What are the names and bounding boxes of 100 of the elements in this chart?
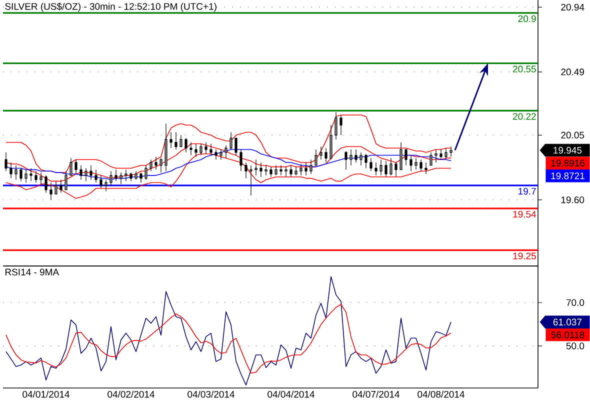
ref-line-label: 19.7 [518,188,536,195]
candlestick [200,143,202,156]
x-tick-label: 04/01/2014 [22,390,70,398]
text: 19.8916 [551,160,584,166]
x-tick-label: 04/08/2014 [418,390,464,398]
candlestick [304,162,308,176]
candlestick [270,166,272,178]
candlestick [404,149,408,166]
candlestick [344,150,348,170]
candlestick [150,159,152,172]
candlestick [260,162,262,178]
candlestick [434,149,438,163]
candlestick [44,175,48,193]
candlestick [24,169,28,183]
candlestick [50,182,52,200]
text: 19.945 [554,146,582,154]
candlestick [164,123,168,172]
candlestick [210,143,212,156]
candlestick [280,165,282,176]
candlestick [94,169,98,183]
candlestick [54,180,58,194]
ref-line-label: 20.55 [513,66,536,72]
candlestick [74,159,78,174]
candlestick [184,138,188,153]
candlestick [300,164,302,176]
x-tick-label: 04/04/2014 [268,390,314,398]
candlestick [244,162,248,179]
candlestick [290,165,292,178]
candlestick [384,160,388,178]
candlestick [40,172,42,184]
candlestick [240,149,242,172]
candlestick [310,159,312,174]
candlestick [324,148,328,163]
candlestick [400,142,402,170]
candlestick [120,172,122,184]
candlestick [220,149,222,160]
candlestick [34,170,38,183]
candlestick [30,168,32,182]
y-tick-label: 20.05 [561,132,584,139]
candlestick [360,152,362,166]
candlestick [20,168,22,182]
candlestick [250,165,252,196]
ref-line-label: 20.22 [513,113,536,120]
x-tick-label: 04/02/2014 [108,390,154,398]
candlestick [204,142,208,154]
candlestick [450,146,452,158]
candlestick [354,149,358,163]
candlestick [364,154,368,169]
candlestick [90,165,92,180]
candlestick [380,159,382,176]
candlestick [424,162,428,174]
candlestick [64,170,68,190]
candlestick [170,132,172,148]
candlestick [334,112,338,140]
candlestick [320,146,322,160]
candlestick [350,149,352,166]
x-tick-label: 04/07/2014 [352,390,400,398]
candlestick [124,169,128,182]
y-tick-label: 19.60 [561,196,584,204]
candlestick [180,134,182,147]
text: 19.8721 [551,172,584,180]
candlestick [4,152,8,172]
candlestick [234,138,238,156]
candlestick [14,165,18,180]
candlestick [440,149,442,160]
candlestick [274,165,278,176]
y-tick-label: 20.49 [561,68,584,76]
candlestick [414,158,418,170]
candlestick [254,159,258,176]
candlestick [430,152,432,166]
candlestick [10,162,12,179]
candlestick [114,169,118,182]
ref-line-label: 19.54 [513,210,536,218]
candlestick [190,142,192,156]
chart-title: SILVER (US$/OZ) - 30min - 12:52:10 PM (UTC+1) [5,2,216,12]
candlestick [80,165,82,180]
candlestick [194,143,198,158]
chart-title: RSI14 - 9MA [5,268,60,276]
ref-line-label: 20.9 [518,15,536,22]
line-series [6,276,452,386]
candlestick [100,175,102,189]
candlestick [444,148,448,160]
candlestick [110,170,112,186]
candlestick [374,162,378,176]
candlestick [370,158,372,172]
candlestick [174,132,178,150]
candlestick [264,165,268,176]
candlestick [394,162,398,178]
candlestick [284,166,288,178]
candlestick [214,149,218,160]
candlestick [330,124,332,160]
candlestick [130,172,132,182]
candlestick [134,170,138,180]
candlestick [420,159,422,172]
candlestick [160,158,162,173]
y-tick-label: 70.0 [566,299,584,306]
candlestick [314,149,318,166]
x-tick-label: 04/03/2014 [188,390,234,398]
candlestick [144,165,148,180]
candlestick [60,179,62,193]
